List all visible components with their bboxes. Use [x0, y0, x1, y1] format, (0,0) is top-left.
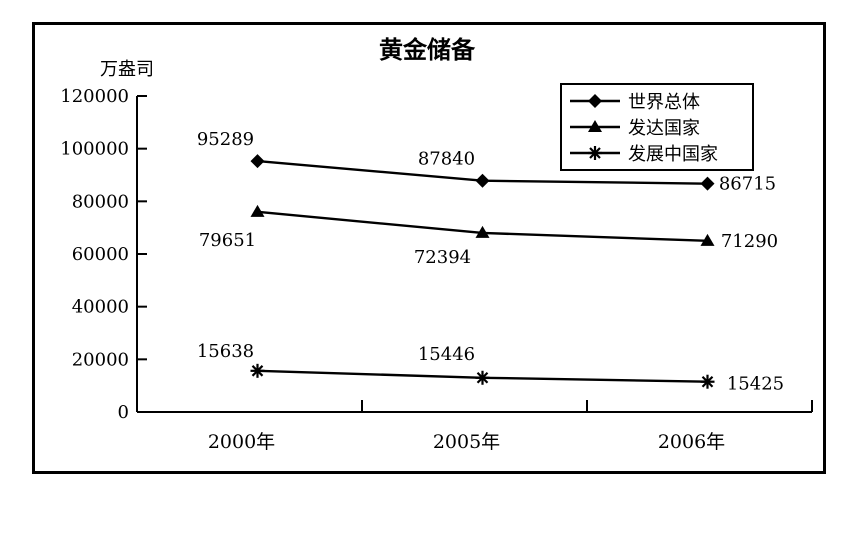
y-axis-ticks: 0 20000 40000 60000 80000 100000 120000 [60, 86, 147, 423]
asterisk-stroke [476, 371, 489, 384]
series-diamond: 95289 87840 86715 [197, 129, 776, 195]
data-label: 79651 [199, 230, 256, 251]
y-tick-label: 80000 [72, 191, 129, 212]
data-label: 15638 [197, 341, 254, 362]
data-label: 72394 [414, 247, 471, 268]
x-category-label: 2000年 [208, 431, 275, 453]
series-group: 95289 87840 86715 79651 72394 71290 15638 15446… [197, 129, 784, 395]
legend-entry-label: 发达国家 [628, 118, 700, 139]
x-axis-categories: 2000年 2005年 2006年 [208, 431, 725, 453]
data-label: 95289 [197, 129, 254, 150]
triangle-marker [250, 204, 265, 217]
diamond-marker [700, 176, 715, 191]
y-tick-label: 60000 [72, 244, 129, 265]
x-category-label: 2005年 [433, 431, 500, 453]
data-label: 71290 [721, 231, 778, 252]
chart-frame [32, 22, 826, 474]
y-tick-label: 20000 [72, 349, 129, 370]
y-tick-label: 40000 [72, 297, 129, 318]
series-triangle: 79651 72394 71290 [199, 204, 778, 268]
asterisk-marker [588, 146, 602, 160]
triangle-marker [700, 233, 715, 246]
y-axis-unit-label: 万盎司 [100, 59, 154, 80]
data-label: 86715 [719, 174, 776, 195]
asterisk-marker [475, 370, 490, 385]
y-tick-label: 0 [118, 402, 129, 423]
asterisk-marker [700, 374, 715, 389]
y-tick-label: 120000 [60, 86, 129, 107]
asterisk-stroke [701, 375, 714, 388]
y-tick-label: 100000 [60, 139, 129, 160]
triangle-marker [588, 120, 602, 132]
x-category-label: 2006年 [658, 431, 725, 453]
legend-entry-label: 发展中国家 [628, 144, 718, 165]
triangle-marker [475, 225, 490, 238]
diamond-marker [588, 94, 602, 108]
asterisk-marker [250, 363, 265, 378]
asterisk-stroke [251, 365, 264, 377]
data-label: 15446 [418, 344, 475, 365]
diamond-marker [250, 154, 265, 169]
chart-title: 黄金储备 [379, 35, 476, 64]
diamond-marker [475, 173, 490, 188]
legend-entry-label: 世界总体 [628, 92, 700, 113]
data-label: 15425 [727, 374, 784, 395]
asterisk-stroke [589, 147, 601, 159]
data-label: 87840 [418, 149, 475, 170]
series-asterisk: 15638 15446 15425 [197, 341, 784, 395]
